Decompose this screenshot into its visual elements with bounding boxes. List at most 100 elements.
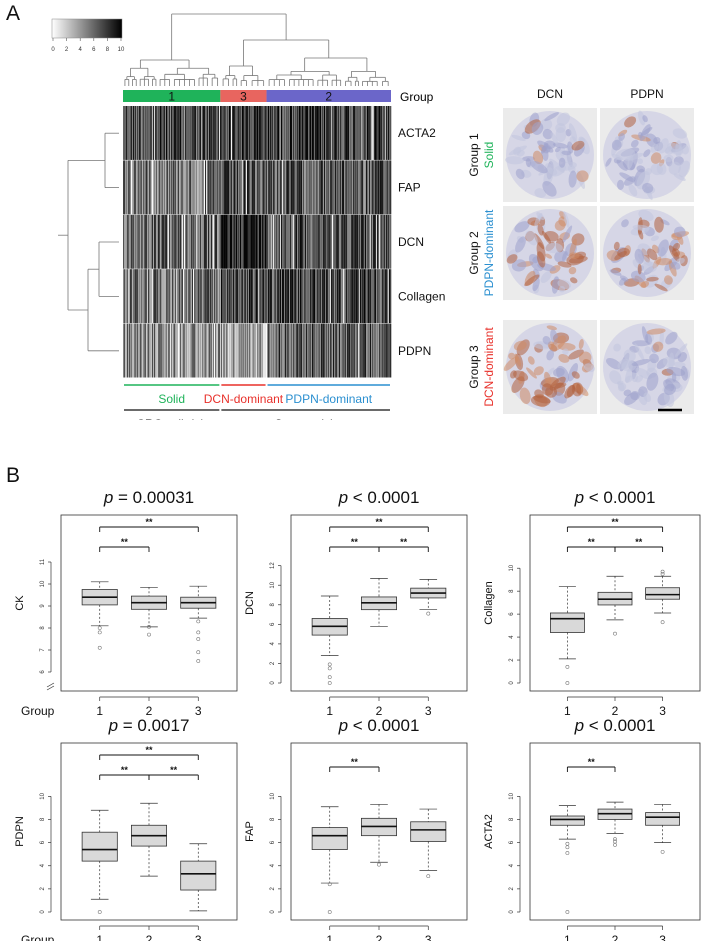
heatmap-cell — [183, 323, 185, 378]
heatmap-cell — [228, 323, 230, 378]
heatmap-cell — [327, 269, 329, 324]
heatmap-cell — [331, 160, 333, 215]
heatmap-cell — [248, 106, 250, 160]
ihc-stain-patch — [576, 383, 582, 396]
ihc-stain-patch — [647, 248, 658, 261]
heatmap-cell — [292, 214, 294, 269]
heatmap-cell — [289, 160, 291, 215]
heatmap-cell — [128, 269, 130, 324]
heatmap-cell — [191, 323, 193, 378]
heatmap-cell — [280, 269, 282, 324]
ihc-stain-patch — [568, 252, 580, 259]
heatmap-cell — [244, 323, 246, 378]
heatmap-cell — [246, 214, 248, 269]
heatmap-cell — [315, 323, 317, 378]
heatmap-cell — [196, 323, 198, 378]
heatmap-cell — [167, 269, 169, 324]
heatmap-cell — [328, 160, 330, 215]
heatmap-cell — [199, 106, 201, 160]
heatmap-cell — [334, 269, 336, 324]
heatmap-cell — [211, 269, 213, 324]
heatmap-cell — [221, 269, 223, 324]
heatmap-cell — [380, 160, 382, 215]
heatmap-cell — [380, 269, 382, 324]
box — [180, 860, 217, 891]
heatmap-cell — [250, 323, 252, 378]
heatmap-cell — [184, 323, 186, 378]
heatmap-cell — [150, 214, 152, 269]
ihc-stain-patch — [534, 188, 547, 198]
heatmap-cell — [185, 106, 187, 160]
heatmap-cell — [342, 323, 344, 378]
ihc-stain-patch — [657, 239, 669, 257]
heatmap-cell — [317, 160, 319, 215]
heatmap-cell — [264, 214, 266, 269]
heatmap-cell — [140, 160, 142, 215]
heatmap-cell — [144, 269, 146, 324]
heatmap-cell — [171, 323, 173, 378]
heatmap-cell — [352, 214, 354, 269]
heatmap-cell — [373, 323, 375, 378]
heatmap-cell — [190, 269, 192, 324]
heatmap-cell — [272, 269, 274, 324]
heatmap-cell — [124, 269, 126, 324]
heatmap-cell — [244, 214, 246, 269]
heatmap-cell — [226, 160, 228, 215]
heatmap-cell — [170, 160, 172, 215]
box — [311, 827, 348, 850]
heatmap-cell — [237, 214, 239, 269]
heatmap-cell — [208, 160, 210, 215]
heatmap-cell — [344, 323, 346, 378]
heatmap-cell — [256, 269, 258, 324]
y-axis-label: DCN — [244, 591, 256, 615]
box — [81, 831, 118, 862]
heatmap-cell — [126, 323, 128, 378]
heatmap-cell — [304, 269, 306, 324]
heatmap-cell — [156, 269, 158, 324]
heatmap-cell — [371, 160, 373, 215]
heatmap-cell — [377, 269, 379, 324]
heatmap-cell — [300, 106, 302, 160]
colorbar-tick-label: 8 — [106, 47, 110, 53]
heatmap-cell — [310, 106, 312, 160]
heatmap-cell — [377, 323, 379, 378]
heatmap-cell — [352, 160, 354, 215]
heatmap-cell — [370, 106, 372, 160]
heatmap-cell — [257, 214, 259, 269]
heatmap-cell — [165, 323, 167, 378]
ihc-stain-patch — [644, 346, 652, 355]
outlier-point — [196, 637, 201, 641]
ihc-stain-patch — [672, 128, 688, 139]
heatmap-cell — [131, 106, 133, 160]
outlier-point — [327, 681, 332, 685]
ihc-stain-patch — [542, 145, 551, 154]
heatmap-cell — [189, 160, 191, 215]
heatmap-cell — [372, 269, 374, 324]
heatmap-cell — [176, 160, 178, 215]
subtype-label: DCN-dominant — [204, 392, 284, 406]
heatmap-cell — [298, 106, 300, 160]
heatmap-cell — [140, 106, 142, 160]
ihc-stain-patch — [514, 221, 530, 233]
heatmap-cell — [296, 269, 298, 324]
heatmap — [123, 106, 392, 378]
heatmap-cell — [204, 214, 206, 269]
heatmap-cell — [351, 269, 353, 324]
heatmap-cell — [219, 160, 221, 215]
heatmap-cell — [235, 323, 237, 378]
heatmap-cell — [256, 160, 258, 215]
heatmap-cell — [365, 160, 367, 215]
ihc-stain-patch — [511, 259, 527, 272]
heatmap-cell — [231, 160, 233, 215]
heatmap-cell — [191, 214, 193, 269]
ihc-stain-patch — [609, 370, 622, 385]
heatmap-cell — [342, 214, 344, 269]
heatmap-cell — [349, 106, 351, 160]
outlier-point — [327, 662, 332, 667]
heatmap-cell — [243, 269, 245, 324]
heatmap-cell — [137, 214, 139, 269]
heatmap-cell — [374, 269, 376, 324]
